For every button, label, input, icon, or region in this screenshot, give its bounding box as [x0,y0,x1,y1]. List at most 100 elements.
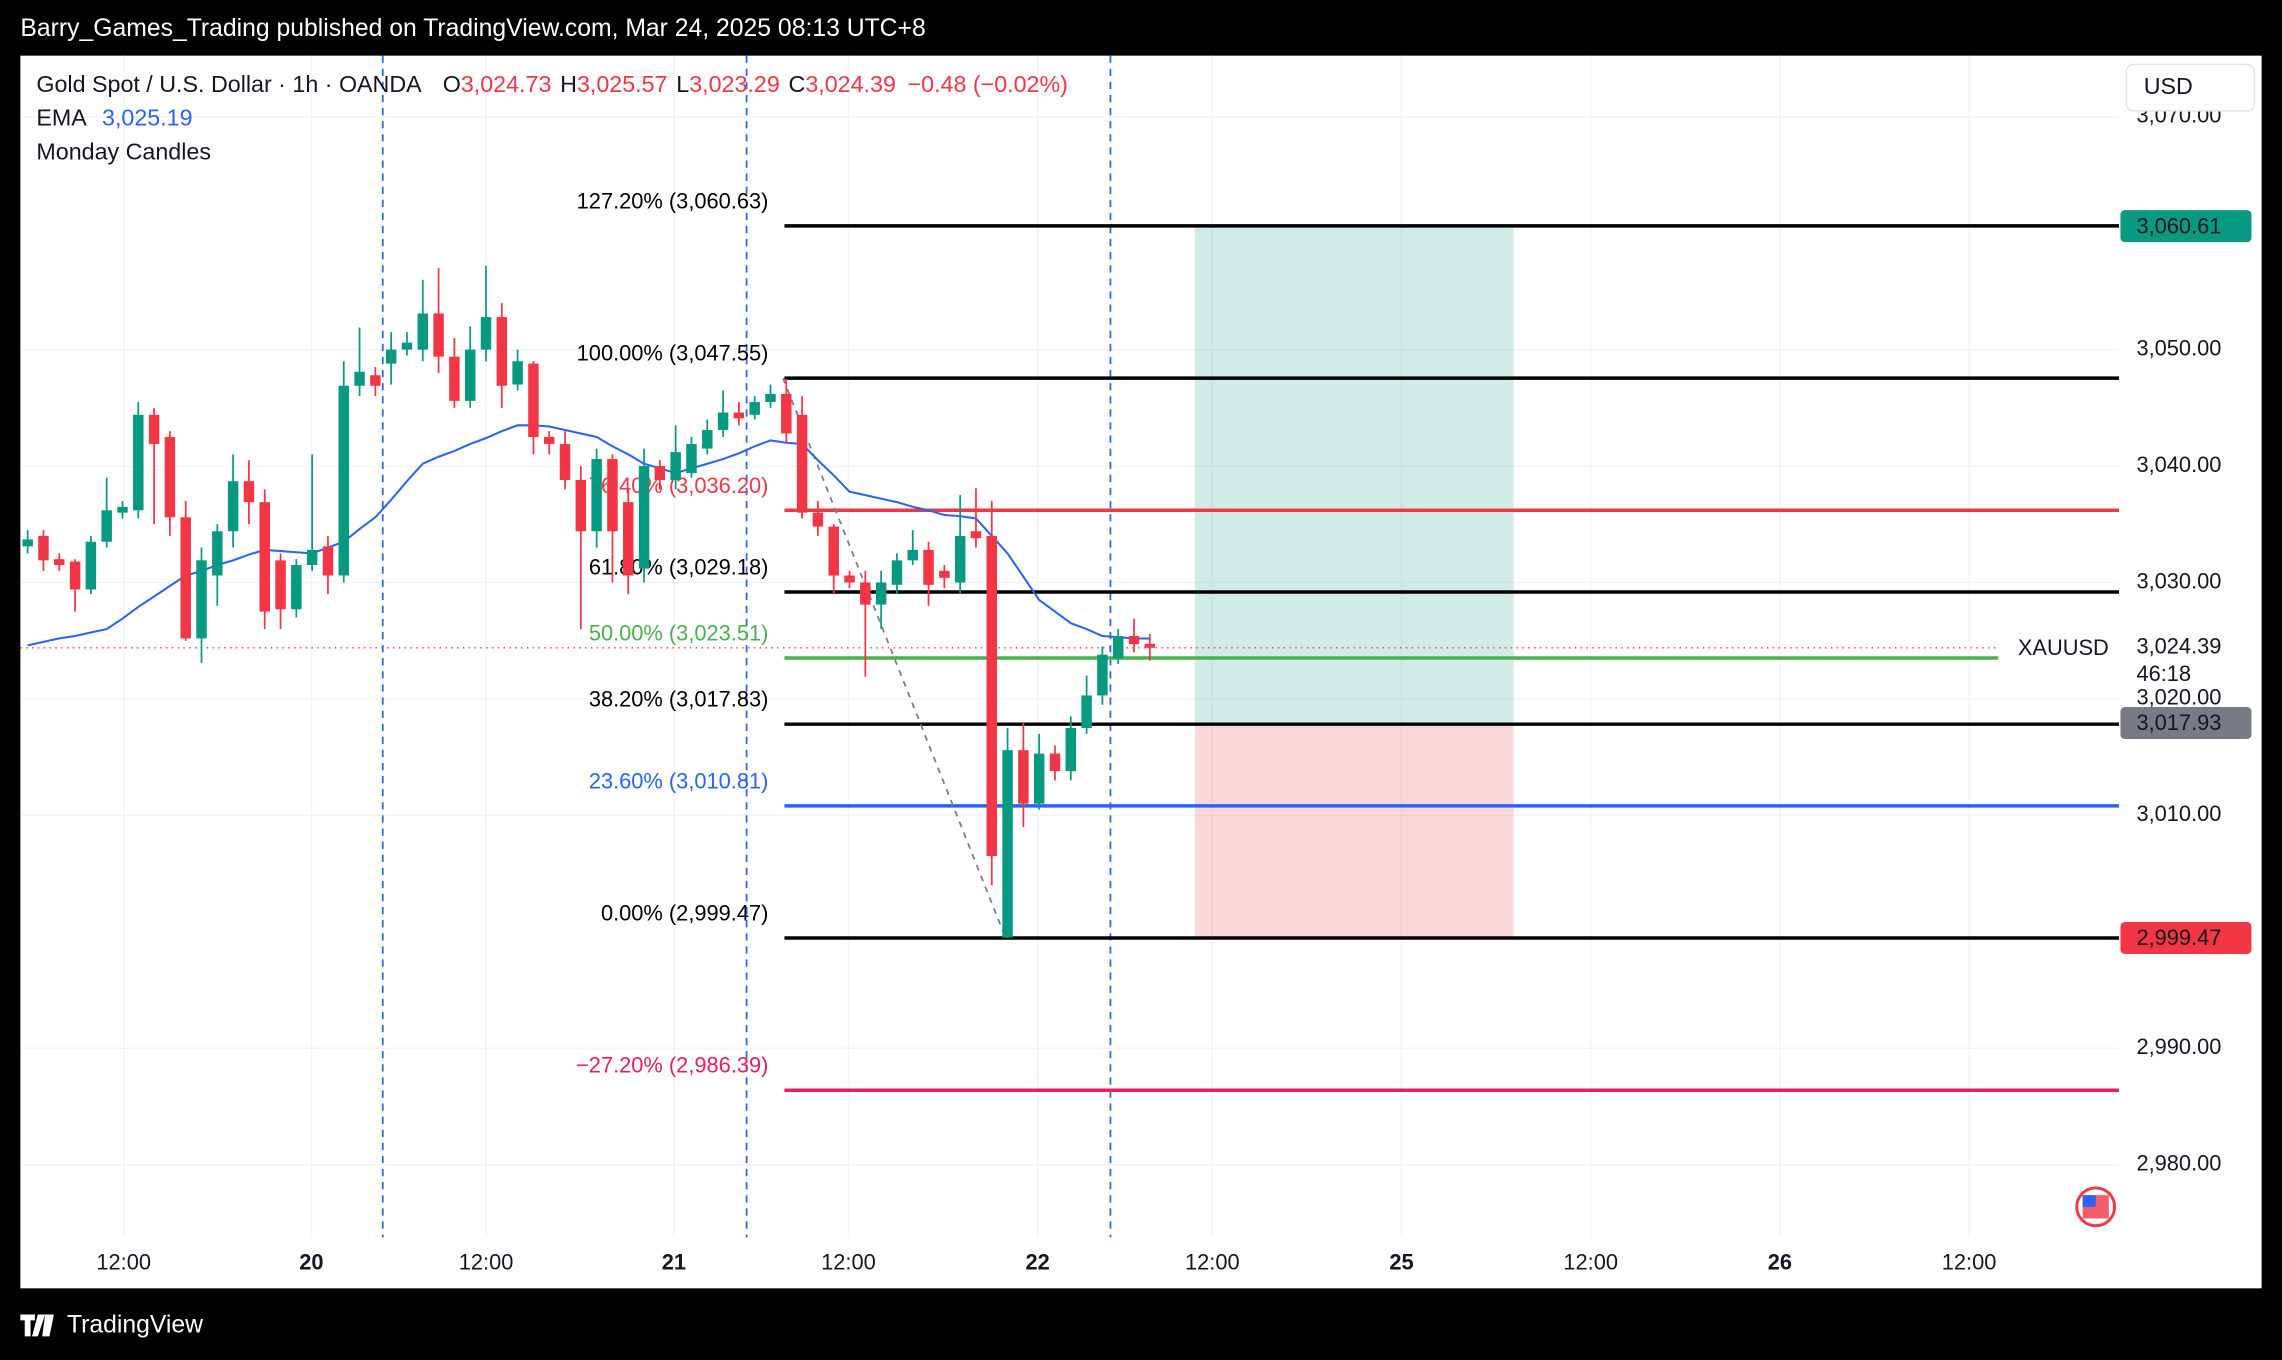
candle-body [670,452,681,481]
candle-body [717,412,729,430]
candle-body [702,429,713,449]
ohlc-key: H [560,71,577,97]
candle-body [923,549,934,585]
ema-name: EMA [36,105,87,131]
ema-value: 3,025.19 [102,105,193,131]
fib-label: −27.20% (2,986.39) [576,1053,768,1078]
x-tick-label: 20 [299,1249,323,1274]
currency-button[interactable]: USD [2125,63,2256,112]
candle-body [464,349,476,401]
profit-zone [1194,226,1514,724]
candle-body [496,317,508,386]
ohlc-value: 3,024.73 [461,71,552,97]
candle-body [543,436,555,444]
candle-body [875,582,887,605]
candle-body [654,466,666,481]
fib-trend-line [782,377,1007,939]
candle-body [591,459,602,532]
indicator-name: Monday Candles [36,138,211,164]
candle-body [781,393,792,434]
x-tick-label: 26 [1768,1249,1792,1274]
ohlc-value: 3,025.57 [577,71,668,97]
candle-body [559,443,571,481]
y-tick-label: 3,010.00 [2136,801,2221,826]
price-tag [2120,707,2252,740]
fib-label: 100.00% (3,047.55) [577,341,769,366]
candle-body [733,412,745,419]
fib-label: 23.60% (3,010.81) [589,768,769,793]
ohlc-value: 3,023.29 [689,71,780,97]
candle-body [812,512,824,527]
candle-body [85,541,97,590]
candle-body [575,480,587,532]
candle-body [891,560,903,585]
candle-body [1081,695,1092,729]
candle-body [338,385,349,576]
candle-body [796,414,808,513]
candle-body [117,506,128,513]
price-tag [2120,210,2252,243]
candle-body [1033,753,1045,804]
candle-body [1002,750,1013,938]
candle-body [907,549,918,561]
ohlc: O3,024.73 H3,025.57 L3,023.29 C3,024.39 −0.4… [443,71,1068,97]
candle-body [686,443,697,474]
fib-label: 61.80% (3,029.18) [589,555,769,580]
candle-body [1049,753,1061,772]
fib-label: 0.00% (2,999.47) [601,900,768,925]
currency-label[interactable]: USD [2144,73,2193,99]
candle-body [939,570,950,578]
flag-icon [2075,1186,2117,1228]
y-tick-label: 3,050.00 [2136,335,2221,360]
x-tick-label: 12:00 [1942,1249,1997,1274]
y-tick-label: 3,030.00 [2136,568,2221,593]
flag-canton [2082,1195,2096,1207]
candle-body [133,414,144,511]
candle-body [54,559,65,566]
fib-label: 127.20% (3,060.63) [577,188,769,213]
candle-body [623,502,634,576]
candle-body [986,535,998,857]
candle-body [638,466,650,569]
x-tick-label: 25 [1389,1249,1413,1274]
x-tick-label: 12:00 [1563,1249,1618,1274]
y-tick-label: 2,990.00 [2136,1034,2221,1059]
loss-zone [1194,723,1514,938]
candle-body [1128,636,1140,645]
candle-body [322,546,334,576]
candle-body [1097,654,1108,696]
y-tick-label: 2,980.00 [2136,1150,2221,1175]
candle-body [765,393,776,403]
countdown: 46:18 [2136,661,2191,686]
ohlc-key: O [443,71,461,97]
candle-body [860,582,871,605]
candle-body [180,517,191,639]
candle-body [1144,643,1156,648]
candle-body [970,531,982,539]
candle-body [69,561,81,590]
x-tick-label: 22 [1026,1249,1050,1274]
candle-body [1018,750,1029,804]
brand-logo [20,1314,54,1337]
last-price-box [2120,630,2252,683]
x-tick-label: 12:00 [821,1249,876,1274]
legend: Gold Spot / U.S. Dollar · 1h · OANDA O3,… [36,71,1068,164]
candle-body [291,565,302,610]
candle-body [275,560,286,610]
candle-body [212,531,223,576]
ohlc-value: 3,024.39 [805,71,896,97]
candle-body [38,535,49,561]
candle-body [196,560,207,639]
candle-body [401,342,413,350]
ohlc-key: L [676,71,689,97]
candle-body [828,526,839,576]
candle-body [512,361,523,385]
currency-box[interactable] [2125,63,2256,112]
candle-body [844,575,855,583]
price-tag-label: 3,060.61 [2136,213,2221,238]
candle-body [417,313,429,350]
y-tick-label: 3,040.00 [2136,452,2221,477]
fib-label: 50.00% (3,023.51) [589,621,769,646]
candle-body [243,481,255,503]
